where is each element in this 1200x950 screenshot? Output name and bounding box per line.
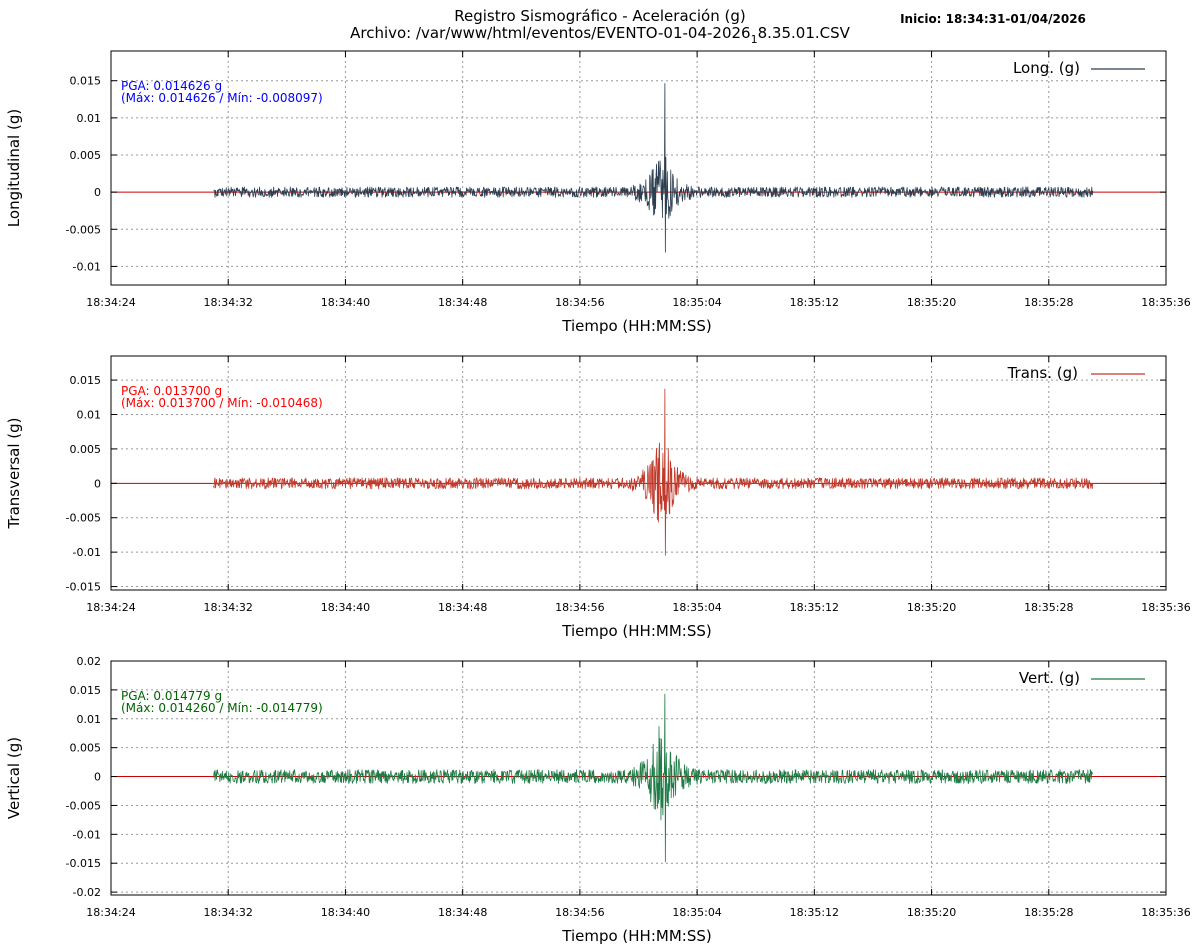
y-tick-label: -0.01: [73, 546, 101, 559]
maxmin-label: (Máx: 0.014260 / Mín: -0.014779): [121, 701, 323, 715]
x-tick-label: 18:35:12: [790, 906, 839, 919]
y-tick-label: -0.005: [66, 799, 101, 812]
y-tick-label: 0.015: [70, 374, 102, 387]
y-tick-label: 0.01: [77, 112, 102, 125]
y-tick-label: -0.01: [73, 260, 101, 273]
y-tick-label: 0.015: [70, 684, 102, 697]
x-tick-label: 18:34:48: [438, 296, 487, 309]
y-tick-label: 0: [94, 186, 101, 199]
maxmin-label: (Máx: 0.014626 / Mín: -0.008097): [121, 91, 323, 105]
y-tick-label: -0.005: [66, 512, 101, 525]
plot-frame: [110, 660, 1167, 896]
x-tick-label: 18:35:20: [907, 906, 956, 919]
x-tick-label: 18:34:56: [555, 296, 604, 309]
chart-subtitle: Archivo: /var/www/html/eventos/EVENTO-01…: [350, 24, 851, 46]
x-axis-label: Tiempo (HH:MM:SS): [561, 622, 711, 640]
x-tick-label: 18:34:48: [438, 601, 487, 614]
x-tick-label: 18:35:28: [1024, 296, 1073, 309]
x-axis-label: Tiempo (HH:MM:SS): [561, 317, 711, 335]
x-tick-label: 18:35:28: [1024, 601, 1073, 614]
legend-label: Vert. (g): [1019, 669, 1080, 687]
y-tick-label: 0.01: [77, 713, 102, 726]
x-tick-label: 18:34:32: [204, 601, 253, 614]
x-tick-label: 18:35:20: [907, 601, 956, 614]
x-tick-label: 18:35:28: [1024, 906, 1073, 919]
x-tick-label: 18:34:40: [321, 296, 370, 309]
x-axis-label: Tiempo (HH:MM:SS): [561, 927, 711, 945]
panel-vertical: 0.02 0.015 0.01 0.005 0 -0.005 -0.01 -0.015 -0.0…: [5, 655, 1191, 945]
y-tick-label: -0.02: [73, 886, 101, 899]
x-tick-label: 18:34:24: [86, 296, 135, 309]
chart-title: Registro Sismográfico - Aceleración (g): [454, 7, 745, 25]
panel-transversal: 0.015 0.01 0.005 0 -0.005 -0.01 -0.015 18:34:24…: [5, 355, 1191, 640]
x-tick-label: 18:35:36: [1141, 906, 1190, 919]
x-tick-label: 18:34:56: [555, 601, 604, 614]
y-tick-label: -0.015: [66, 857, 101, 870]
series-line: [213, 83, 1094, 253]
y-tick-label: 0.015: [70, 75, 102, 88]
y-tick-label: 0.005: [70, 443, 102, 456]
x-tick-label: 18:35:12: [790, 601, 839, 614]
series-line: [213, 693, 1094, 863]
x-tick-label: 18:34:48: [438, 906, 487, 919]
legend-label: Trans. (g): [1007, 364, 1078, 382]
pga-label: PGA: 0.014779 g: [121, 689, 222, 703]
pga-label: PGA: 0.014626 g: [121, 79, 222, 93]
start-time-label: Inicio: 18:34:31-01/04/2026: [900, 12, 1086, 26]
y-tick-label: 0.005: [70, 742, 102, 755]
x-tick-label: 18:34:24: [86, 906, 135, 919]
x-tick-label: 18:35:04: [672, 296, 721, 309]
y-tick-label: -0.01: [73, 828, 101, 841]
plot-frame: [110, 50, 1167, 286]
x-tick-label: 18:34:40: [321, 601, 370, 614]
x-tick-label: 18:35:20: [907, 296, 956, 309]
x-tick-label: 18:35:04: [672, 906, 721, 919]
legend-label: Long. (g): [1013, 59, 1080, 77]
x-tick-label: 18:34:24: [86, 601, 135, 614]
panel-longitudinal: 0.015 0.01 0.005 0 -0.005 -0.01 18:34:24 18:34:…: [5, 50, 1191, 335]
x-tick-label: 18:34:32: [204, 906, 253, 919]
x-tick-label: 18:34:56: [555, 906, 604, 919]
y-axis-label: Vertical (g): [5, 737, 23, 819]
y-tick-label: -0.015: [66, 581, 101, 594]
series-line: [213, 388, 1094, 556]
maxmin-label: (Máx: 0.013700 / Mín: -0.010468): [121, 396, 323, 410]
y-tick-label: -0.005: [66, 223, 101, 236]
y-tick-label: 0: [94, 771, 101, 784]
y-axis-label: Longitudinal (g): [5, 109, 23, 227]
x-tick-label: 18:35:36: [1141, 601, 1190, 614]
y-tick-label: 0.02: [77, 655, 102, 668]
y-tick-label: 0.005: [70, 149, 102, 162]
x-tick-label: 18:35:12: [790, 296, 839, 309]
x-tick-label: 18:35:04: [672, 601, 721, 614]
y-axis-label: Transversal (g): [5, 417, 23, 529]
pga-label: PGA: 0.013700 g: [121, 384, 222, 398]
y-tick-label: 0: [94, 477, 101, 490]
plot-frame: [110, 355, 1167, 591]
x-tick-label: 18:34:32: [204, 296, 253, 309]
y-tick-label: 0.01: [77, 409, 102, 422]
x-tick-label: 18:35:36: [1141, 296, 1190, 309]
x-tick-label: 18:34:40: [321, 906, 370, 919]
